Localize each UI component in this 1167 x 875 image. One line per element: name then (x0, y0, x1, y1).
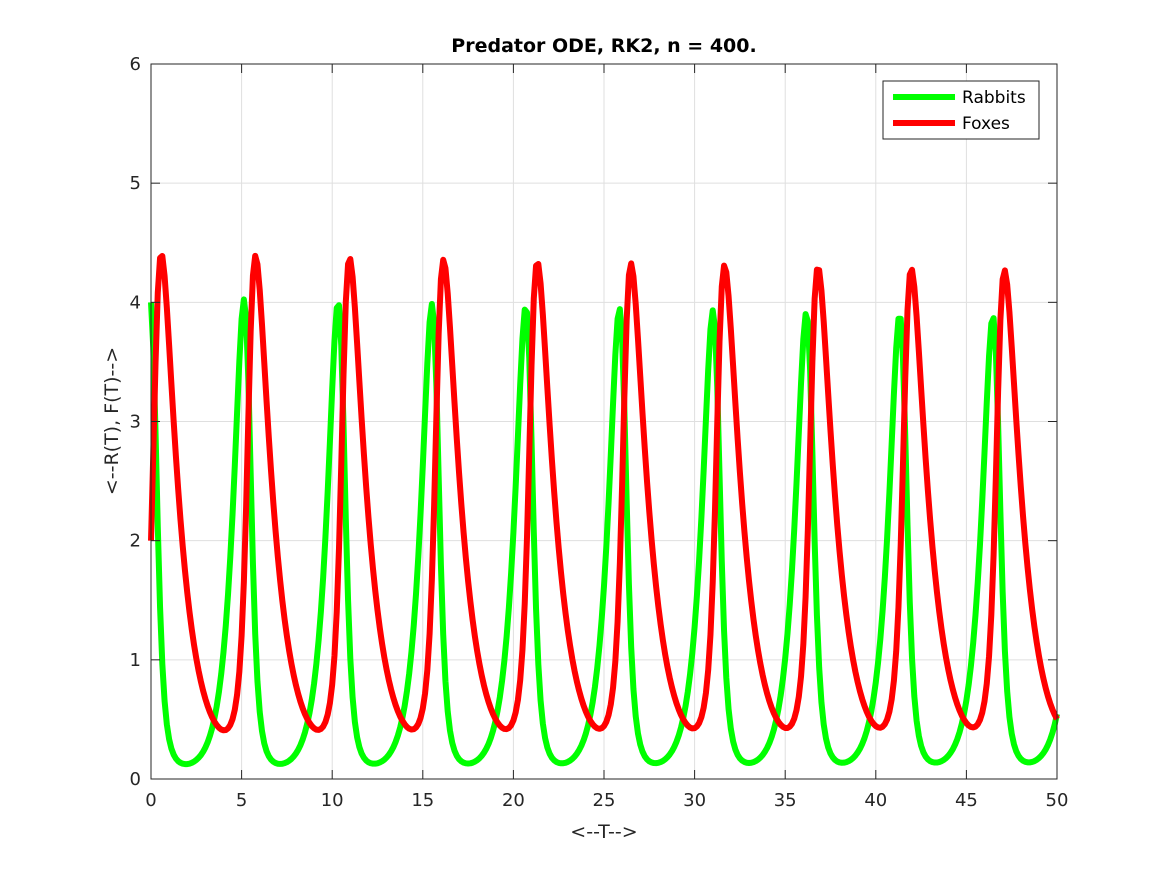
series-layer (148, 252, 1060, 768)
y-tick-label: 2 (130, 531, 141, 552)
series-line-rabbits (148, 296, 1060, 768)
legend: Rabbits Foxes (882, 80, 1040, 140)
x-tick-label: 5 (236, 790, 247, 811)
legend-box (882, 80, 1040, 140)
x-tick-label: 50 (1046, 790, 1069, 811)
x-tick-label: 25 (593, 790, 616, 811)
y-tick-label: 3 (130, 412, 141, 433)
x-tick-label: 15 (411, 790, 434, 811)
y-tick-label: 5 (130, 173, 141, 194)
x-tick-label: 10 (321, 790, 344, 811)
series-line-foxes (148, 252, 1060, 734)
x-tick-label: 20 (502, 790, 525, 811)
x-axis-label: <--T--> (570, 821, 637, 843)
legend-label-rabbits: Rabbits (962, 88, 1026, 108)
chart-title: Predator ODE, RK2, n = 400. (451, 35, 756, 57)
x-tick-label: 40 (864, 790, 887, 811)
x-tick-label: 30 (683, 790, 706, 811)
x-tick-label: 45 (955, 790, 978, 811)
y-tick-label: 0 (130, 769, 141, 790)
y-axis-label: <--R(T), F(T)--> (101, 347, 123, 495)
y-tick-label: 1 (130, 650, 141, 671)
legend-label-foxes: Foxes (962, 114, 1010, 134)
y-tick-label: 4 (130, 292, 141, 313)
x-tick-label: 35 (774, 790, 797, 811)
y-tick-label: 6 (130, 54, 141, 75)
x-tick-label: 0 (145, 790, 156, 811)
